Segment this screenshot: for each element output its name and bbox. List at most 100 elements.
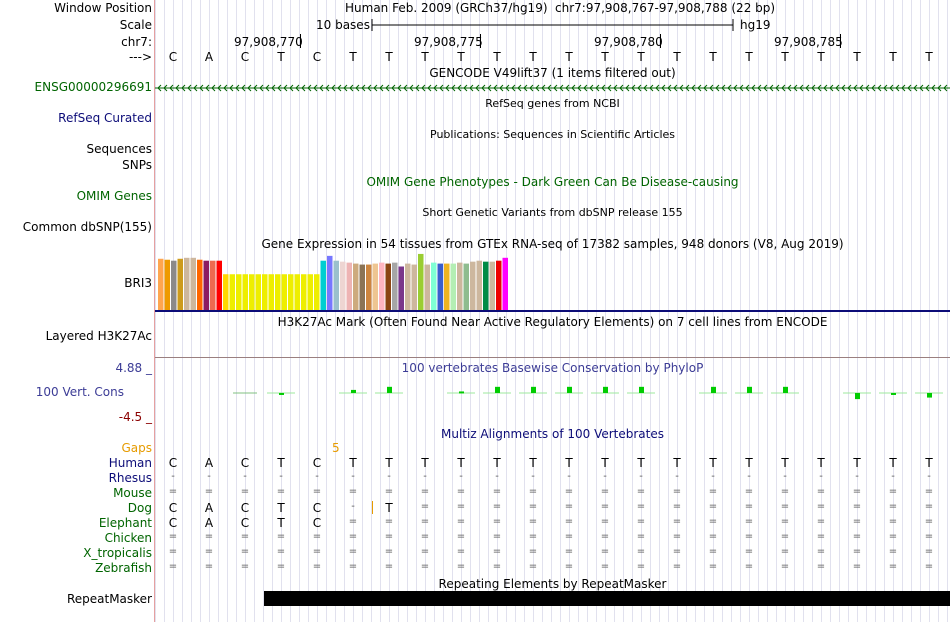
strand-arrow: [793, 84, 798, 92]
alignment-base: -: [171, 471, 175, 482]
alignment-base: =: [672, 531, 682, 542]
gtex-tissue-bar: [372, 263, 378, 310]
gtex-tissue-bar: [418, 253, 424, 310]
h3k27ac-label[interactable]: Layered H3K27Ac: [45, 329, 152, 343]
alignment-base: =: [312, 561, 322, 572]
species-label-rhesus[interactable]: Rhesus: [108, 471, 152, 485]
strand-arrow: [709, 84, 714, 92]
species-label-dog[interactable]: Dog: [127, 501, 152, 515]
repeat-element-bar[interactable]: [264, 591, 950, 606]
strand-arrow: [493, 84, 498, 92]
conservation-value: [891, 392, 896, 395]
strand-arrow: [529, 84, 534, 92]
alignment-base: =: [456, 561, 466, 572]
species-label-mouse[interactable]: Mouse: [113, 486, 152, 500]
dbsnp-label[interactable]: Common dbSNP(155): [22, 220, 152, 234]
strand-arrow: [805, 84, 810, 92]
alignment-base: =: [384, 516, 394, 527]
sequences-label[interactable]: Sequences: [86, 142, 152, 156]
sequence-base: T: [925, 50, 933, 64]
gtex-tissue-bar: [307, 274, 313, 310]
alignment-base: -: [459, 471, 463, 482]
alignment-base: =: [564, 501, 574, 512]
alignment-base: =: [672, 486, 682, 497]
gtex-tissue-bar: [216, 260, 222, 310]
alignment-base: -: [927, 471, 931, 482]
gaps-label[interactable]: Gaps: [121, 441, 152, 455]
refseq-label[interactable]: RefSeq Curated: [58, 111, 152, 125]
strand-arrow: [265, 84, 270, 92]
strand-arrow: [211, 84, 216, 92]
gencode-gene-feature[interactable]: [155, 82, 950, 94]
conservation-label[interactable]: 100 Vert. Cons: [35, 385, 124, 399]
alignment-base: =: [456, 501, 466, 512]
conservation-title: 100 vertebrates Basewise Conservation by…: [401, 361, 704, 375]
gtex-bar-chart[interactable]: [155, 252, 950, 312]
alignment-base: =: [564, 516, 574, 527]
strand-arrow: [739, 84, 744, 92]
alignment-base: =: [780, 516, 790, 527]
gtex-tissue-bar: [392, 262, 398, 310]
gtex-tissue-bar: [197, 259, 203, 310]
strand-arrow: [331, 84, 336, 92]
strand-arrow: [751, 84, 756, 92]
alignment-base: =: [492, 561, 502, 572]
alignment-base: =: [780, 531, 790, 542]
strand-arrow: [859, 84, 864, 92]
strand-arrow: [433, 84, 438, 92]
strand-arrow: [247, 84, 252, 92]
strand-arrow: [325, 84, 330, 92]
strand-arrow: [775, 84, 780, 92]
strand-arrow: [553, 84, 558, 92]
alignment-base: =: [168, 486, 178, 497]
coord-tick: 97,908,785: [774, 35, 843, 49]
gtex-tissue-bar: [470, 261, 476, 310]
alignment-base: T: [853, 456, 861, 470]
gtex-tissue-bar: [366, 264, 372, 310]
gtex-tissue-bar: [476, 260, 482, 310]
strand-arrow: [595, 84, 600, 92]
strand-arrow: [643, 84, 648, 92]
alignment-base: -: [819, 471, 823, 482]
alignment-base: =: [636, 501, 646, 512]
species-label-elephant[interactable]: Elephant: [98, 516, 152, 530]
alignment-base: C: [312, 456, 322, 470]
snps-label[interactable]: SNPs: [122, 158, 152, 172]
conservation-value: [567, 386, 572, 393]
gtex-tissue-bar: [301, 274, 307, 310]
species-label-chicken[interactable]: Chicken: [104, 531, 152, 545]
strand-arrow: [343, 84, 348, 92]
alignment-base: =: [528, 516, 538, 527]
strand-arrow: [673, 84, 678, 92]
gencode-label[interactable]: ENSG00000296691: [34, 80, 152, 94]
gtex-tissue-bar: [223, 274, 229, 310]
strand-arrow: [163, 84, 168, 92]
position-text[interactable]: chr7:97,908,767-97,908,788 (22 bp): [555, 1, 776, 15]
h3k27ac-baseline: [155, 357, 950, 358]
alignment-base: =: [600, 561, 610, 572]
strand-arrow: [757, 84, 762, 92]
sequence-base: T: [673, 50, 681, 64]
omim-label[interactable]: OMIM Genes: [76, 189, 152, 203]
alignment-base: =: [240, 531, 250, 542]
conservation-plot[interactable]: [155, 362, 950, 422]
publications-title: Publications: Sequences in Scientific Ar…: [430, 128, 675, 141]
strand-arrow: [439, 84, 444, 92]
gtex-gene-label[interactable]: BRI3: [124, 276, 152, 290]
repeatmasker-label[interactable]: RepeatMasker: [66, 592, 152, 606]
strand-arrow: [691, 84, 696, 92]
strand-arrow: [763, 84, 768, 92]
strand-arrow: [871, 84, 876, 92]
strand-arrow: [373, 84, 378, 92]
strand-arrow: [349, 84, 354, 92]
alignment-base: -: [351, 501, 355, 512]
alignment-base: =: [528, 501, 538, 512]
species-label-human[interactable]: Human: [108, 456, 152, 470]
strand-arrow: [307, 84, 312, 92]
species-label-zebrafish[interactable]: Zebrafish: [95, 561, 152, 575]
species-label-x_tropicalis[interactable]: X_tropicalis: [83, 546, 152, 560]
strand-arrow: [919, 84, 924, 92]
sequence-base: C: [312, 50, 322, 64]
alignment-base: T: [601, 456, 609, 470]
alignment-base: =: [924, 561, 934, 572]
